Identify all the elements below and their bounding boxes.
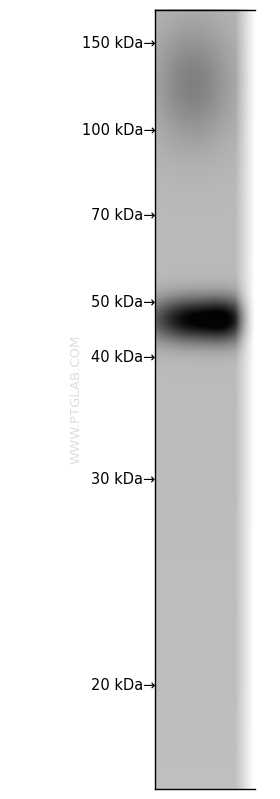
Text: 100 kDa→: 100 kDa→ [82, 123, 155, 137]
Text: 50 kDa→: 50 kDa→ [91, 295, 155, 309]
Text: 40 kDa→: 40 kDa→ [91, 350, 155, 364]
Text: WWW.PTGLAB.COM: WWW.PTGLAB.COM [69, 335, 82, 464]
Text: 150 kDa→: 150 kDa→ [82, 37, 155, 51]
Text: 70 kDa→: 70 kDa→ [91, 209, 155, 223]
Text: 30 kDa→: 30 kDa→ [91, 472, 155, 487]
Text: 20 kDa→: 20 kDa→ [91, 678, 155, 693]
